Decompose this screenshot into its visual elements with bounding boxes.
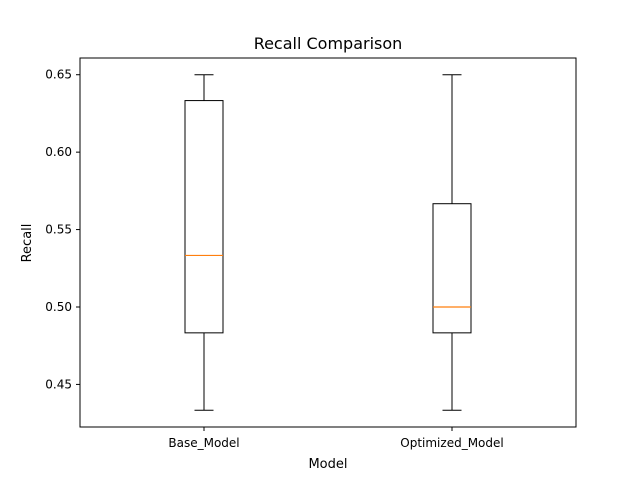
y-tick-label: 0.65 <box>45 68 72 82</box>
box-iqr <box>432 203 472 334</box>
plot-layer: 0.45 0.50 0.55 0.60 0.65 Base_Model Optimized_… <box>45 57 577 450</box>
axes-frame <box>79 57 577 428</box>
x-tick-label: Base_Model <box>168 436 239 450</box>
y-tick-label: 0.50 <box>45 300 72 314</box>
y-axis-label: Recall <box>20 224 35 263</box>
box-iqr <box>184 100 224 334</box>
chart-title: Recall Comparison <box>254 34 403 53</box>
y-tick-label: 0.45 <box>45 377 72 391</box>
y-tick-label: 0.60 <box>45 145 72 159</box>
x-axis-label: Model <box>308 457 347 472</box>
y-tick-label: 0.55 <box>45 223 72 237</box>
x-tick-label: Optimized_Model <box>400 436 503 450</box>
